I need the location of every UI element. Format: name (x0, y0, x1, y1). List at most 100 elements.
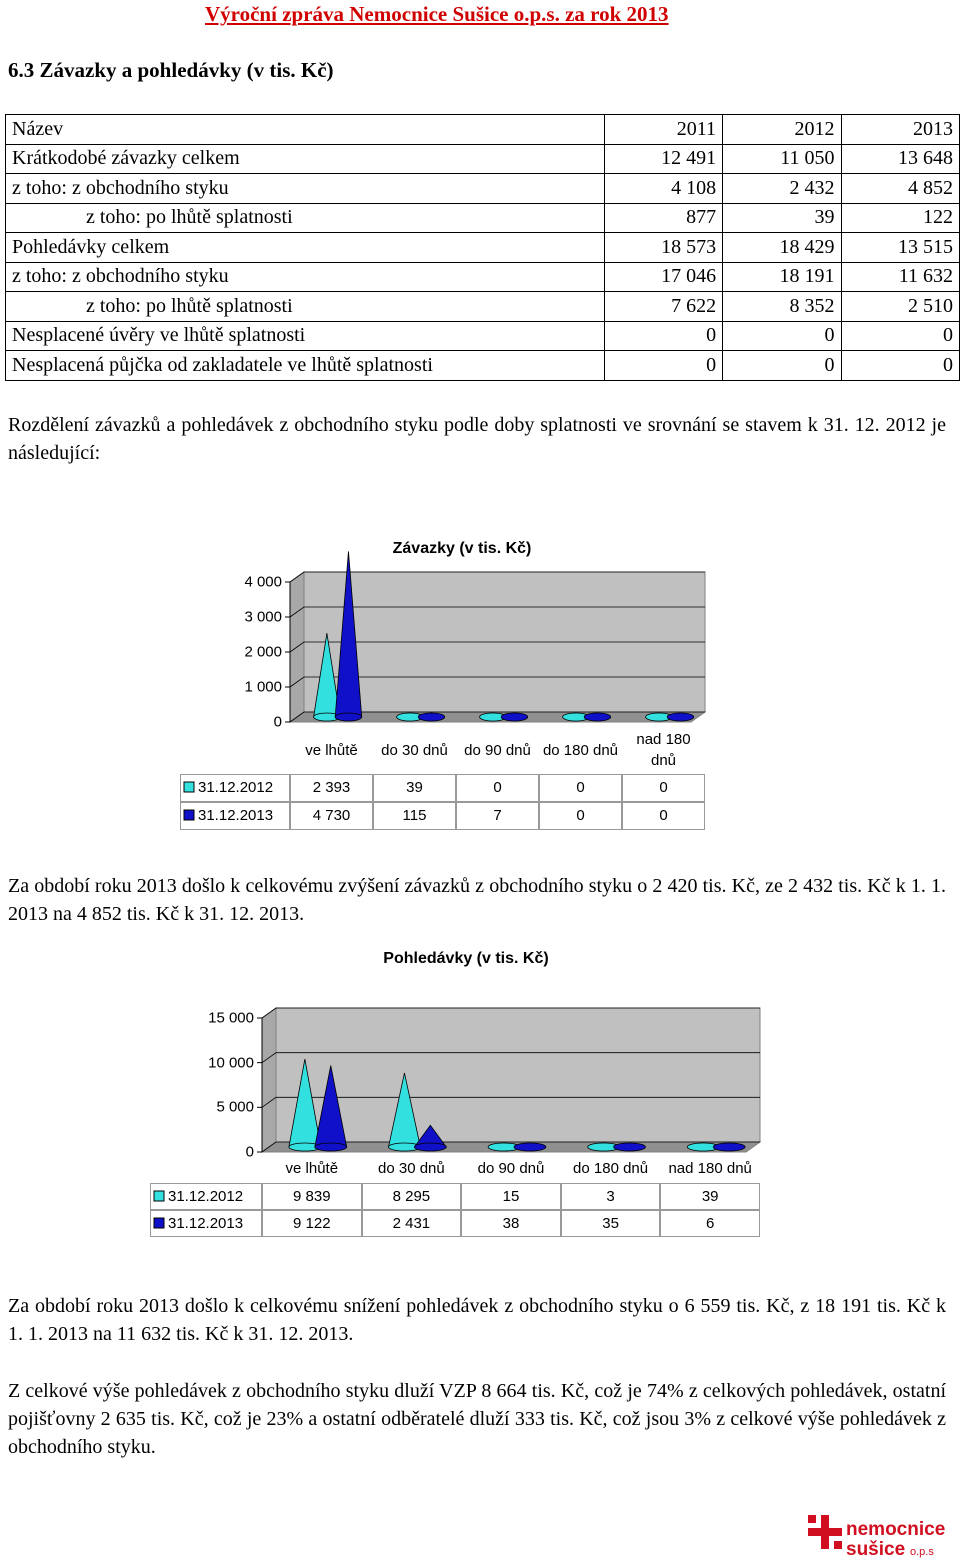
y-tick-label: 15 000 (208, 1009, 254, 1027)
table-cell: 877 (603, 202, 724, 233)
table-cell: Krátkodobé závazky celkem (5, 143, 605, 174)
table-cell: 12 491 (603, 143, 724, 174)
legend-label: 31.12.2012 (198, 779, 274, 796)
y-tick-label: 5 000 (216, 1098, 254, 1116)
table-cell: Název (5, 114, 605, 145)
y-tick-label: 3 000 (244, 608, 282, 626)
legend-label: 31.12.2013 (168, 1215, 244, 1232)
table-cell: 11 050 (722, 143, 842, 174)
header-title: Výroční zpráva Nemocnice Sušice o.p.s. z… (205, 2, 669, 26)
y-tick-label: 0 (245, 1143, 254, 1161)
grid-line (261, 1141, 760, 1153)
legend-cell (150, 1183, 262, 1210)
legend-cell (150, 1210, 262, 1237)
x-tick-label: ve lhůtě (285, 1159, 339, 1177)
data-label: 115 (373, 802, 456, 830)
table-cell: z toho: z obchodního styku (5, 173, 605, 204)
data-label: 0 (456, 774, 539, 802)
table-cell: Nesplacená půjčka od zakladatele ve lhůt… (5, 350, 605, 381)
data-label: 0 (622, 802, 705, 830)
grid-line (289, 571, 705, 583)
legend-swatch (183, 809, 195, 821)
cone-base (666, 712, 695, 722)
table-cell: z toho: po lhůtě splatnosti (5, 291, 605, 322)
paragraph: Z celkové výše pohledávek z obchodního s… (8, 1380, 946, 1458)
x-tick-label: do 90 dnů (464, 741, 531, 759)
grid-line (289, 641, 705, 653)
table-cell: 0 (603, 320, 724, 351)
legend-swatch (153, 1190, 165, 1202)
table-cell: 8 352 (722, 291, 842, 322)
data-label: 7 (456, 802, 539, 830)
cone-base (500, 712, 529, 722)
table-cell: 0 (840, 350, 960, 381)
y-tick-label: 4 000 (244, 573, 282, 591)
grid-line (261, 1096, 760, 1108)
legend-label: 31.12.2013 (198, 807, 274, 824)
table-cell: 0 (722, 350, 842, 381)
legend-cell (180, 774, 290, 802)
legend-swatch (153, 1217, 165, 1229)
logo-text: o.p.s (910, 1546, 934, 1558)
grid-line (289, 711, 705, 723)
data-label: 39 (660, 1183, 760, 1210)
cone-base (613, 1142, 646, 1152)
cone-base (334, 712, 363, 722)
table-cell: 13 648 (840, 143, 960, 174)
y-tick-label: 10 000 (208, 1054, 254, 1072)
table-cell: 2012 (722, 114, 842, 145)
logo-text: nemocnice (846, 1519, 946, 1540)
x-tick-label: do 90 dnů (477, 1159, 545, 1177)
table-row: z toho: z obchodního styku 4 108 2 432 4 85… (5, 173, 960, 204)
table-cell: 11 632 (840, 261, 960, 292)
data-label: 8 295 (361, 1183, 462, 1210)
paragraph: Za období roku 2013 došlo k celkovému zv… (8, 875, 946, 925)
x-tick-label: nad 180 dnů (636, 731, 691, 769)
data-label: 0 (622, 774, 705, 802)
cone-base (712, 1142, 746, 1152)
data-label: 0 (539, 774, 622, 802)
table-row: Název 2011 2012 2013 (5, 114, 960, 145)
back-wall (275, 1007, 761, 1143)
data-label: 35 (560, 1210, 661, 1237)
table-cell: 2013 (840, 114, 960, 145)
paragraph: Rozdělení závazků a pohledávek z obchodn… (8, 414, 946, 464)
section-title: 6.3 Závazky a pohledávky (v tis. Kč) (8, 58, 334, 82)
cone-base (414, 1142, 447, 1152)
x-tick-label: do 30 dnů (378, 1159, 445, 1177)
table-cell: 7 622 (603, 291, 724, 322)
table-cell: z toho: po lhůtě splatnosti (5, 202, 605, 233)
data-label: 2 431 (361, 1210, 462, 1237)
table-cell: 0 (603, 350, 724, 381)
table-cell: 4 852 (840, 173, 960, 204)
cone-base (513, 1142, 547, 1152)
table-cell: Nesplacené úvěry ve lhůtě splatnosti (5, 320, 605, 351)
table: Název 2011 2012 2013 Krátkodobé závazky celk… (5, 114, 960, 381)
data-label: 15 (461, 1183, 561, 1210)
legend-label: 31.12.2012 (168, 1188, 244, 1205)
grid-line (261, 1052, 760, 1063)
data-label: 6 (660, 1210, 760, 1237)
data-label: 2 393 (290, 774, 373, 802)
x-tick-label: do 30 dnů (381, 741, 448, 759)
table-cell: 13 515 (840, 232, 960, 263)
table-cell: 2 432 (722, 173, 842, 204)
cone-base (417, 712, 446, 722)
table-row: z toho: z obchodního styku 17 046 18 191 11… (5, 261, 960, 292)
table-row: Krátkodobé závazky celkem 12 491 11 050 13 … (5, 143, 960, 174)
table-row: Nesplacené úvěry ve lhůtě splatnosti 0 0 0 (5, 320, 960, 351)
table-cell: 18 429 (722, 232, 842, 263)
paragraph: Za období roku 2013 došlo k celkovému sn… (8, 1295, 946, 1345)
logo-icon (808, 1515, 842, 1549)
chart-title: Pohledávky (v tis. Kč) (383, 950, 549, 967)
data-label: 9 122 (262, 1210, 362, 1237)
x-tick-label: do 180 dnů (542, 741, 619, 759)
legend-cell (180, 802, 290, 830)
table-cell: 39 (722, 202, 842, 233)
y-tick-label: 0 (273, 713, 282, 731)
cone-base (314, 1142, 348, 1152)
data-label: 4 730 (290, 802, 373, 830)
legend-swatch (183, 781, 195, 793)
